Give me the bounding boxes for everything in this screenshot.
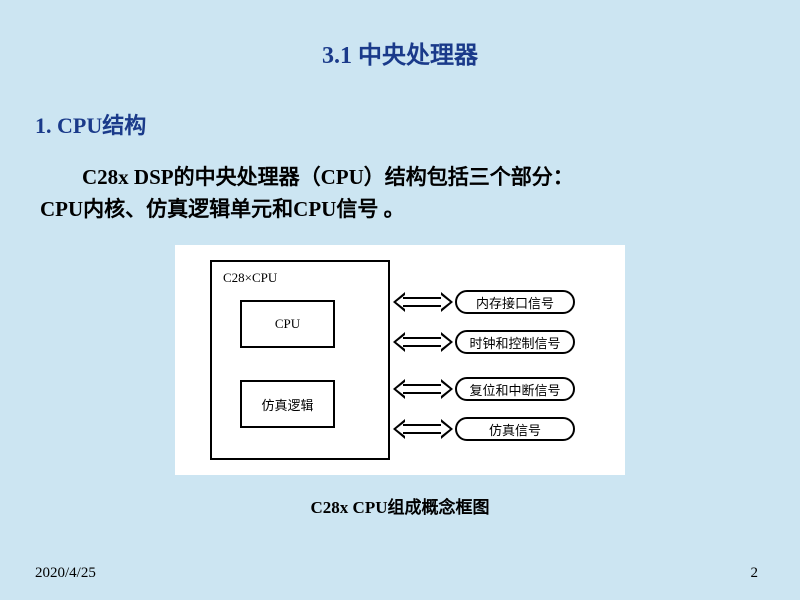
- outer-block-label: C28×CPU: [223, 270, 277, 286]
- section-subtitle: 1. CPU结构: [35, 108, 800, 140]
- signal-label: 内存接口信号: [455, 290, 575, 314]
- outer-block: [210, 260, 390, 460]
- double-arrow-icon: [393, 290, 453, 314]
- signal-label: 时钟和控制信号: [455, 330, 575, 354]
- signal-label: 仿真信号: [455, 417, 575, 441]
- footer-page-number: 2: [751, 565, 759, 582]
- double-arrow-icon: [393, 417, 453, 441]
- double-arrow-icon: [393, 330, 453, 354]
- diagram-caption: C28x CPU组成概念框图: [0, 493, 800, 518]
- footer-date: 2020/4/25: [35, 565, 96, 582]
- signal-row: 复位和中断信号: [393, 375, 608, 403]
- signal-row: 时钟和控制信号: [393, 328, 608, 356]
- emulation-block: 仿真逻辑: [240, 380, 335, 428]
- double-arrow-icon: [393, 377, 453, 401]
- signal-label: 复位和中断信号: [455, 377, 575, 401]
- signal-row: 仿真信号: [393, 415, 608, 443]
- page-title: 3.1 中央处理器: [0, 0, 800, 70]
- block-diagram: C28×CPU CPU 仿真逻辑 内存接口信号时钟和控制信号复位和中断信号仿真信…: [175, 245, 625, 475]
- signal-row: 内存接口信号: [393, 288, 608, 316]
- cpu-block: CPU: [240, 300, 335, 348]
- body-paragraph: C28x DSP的中央处理器（CPU）结构包括三个部分：CPU内核、仿真逻辑单元…: [40, 162, 760, 225]
